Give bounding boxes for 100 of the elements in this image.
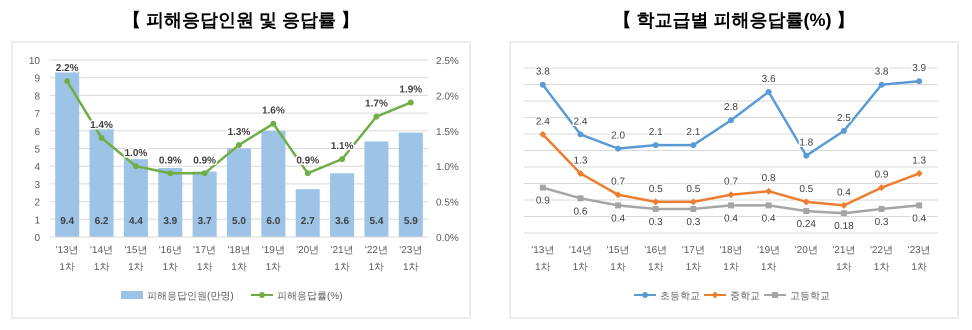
x-tick-label: '17년 1차	[193, 245, 216, 273]
data-label: 3.7	[198, 216, 212, 227]
point	[766, 202, 772, 208]
data-label: 0.9	[536, 196, 550, 207]
legend-label: 고등학교	[790, 291, 830, 302]
x-tick-label: '20년	[296, 245, 320, 256]
point	[765, 188, 772, 195]
y2-tick-label: 0.5%	[436, 198, 459, 209]
point	[202, 170, 208, 176]
x-tick-label: '21년 1차	[330, 245, 354, 273]
data-label: 2.8	[724, 102, 738, 114]
x-tick-label: '14년 1차	[568, 245, 592, 273]
point	[728, 191, 734, 198]
point	[916, 78, 922, 84]
y2-tick-label: 2.0%	[436, 91, 459, 102]
x-tick-label: '19년 1차	[757, 245, 780, 273]
y-tick-label: 7	[34, 109, 40, 120]
data-label: 3.9	[912, 63, 927, 74]
data-label: 0.6	[574, 206, 588, 218]
data-label: 3.6	[762, 74, 776, 85]
data-label: 3.8	[536, 66, 550, 78]
x-tick-label: '23년 1차	[908, 245, 931, 273]
point	[916, 170, 923, 177]
data-label: 0.18	[834, 221, 854, 232]
data-label: 2.0	[611, 130, 626, 142]
data-label: 0.3	[874, 216, 889, 228]
y-tick-label: 8	[34, 91, 40, 102]
data-label: 0.9	[874, 170, 889, 181]
point	[540, 82, 546, 88]
legend-label: 피해응답률(%)	[277, 291, 343, 302]
bar	[192, 172, 217, 237]
data-label: 4.4	[128, 216, 144, 227]
point	[652, 142, 659, 148]
point	[878, 82, 885, 88]
point	[652, 198, 660, 206]
data-label: 2.2%	[56, 63, 79, 74]
x-tick-label: '13년 1차	[56, 245, 79, 273]
y-tick-label: 4	[34, 162, 40, 174]
data-label: 0.4	[724, 213, 738, 224]
point	[540, 184, 546, 191]
data-label: 1.3	[574, 155, 588, 166]
data-label: 0.8	[762, 173, 776, 184]
x-tick-label: '15년 1차	[124, 245, 148, 273]
point	[408, 99, 414, 106]
data-label: 9.4	[60, 216, 75, 227]
point	[766, 88, 772, 95]
bar	[158, 168, 182, 237]
data-label: 6.2	[94, 216, 109, 227]
legend-label: 피해응답인원(만명)	[147, 291, 234, 302]
point	[916, 202, 922, 208]
point	[304, 170, 311, 176]
chart-title: 【 피해응답인원 및 응답률 】	[122, 10, 360, 30]
data-label: 2.1	[648, 127, 664, 138]
point	[614, 191, 622, 198]
point	[64, 78, 70, 84]
data-label: 0.5	[799, 184, 814, 195]
point	[840, 128, 847, 134]
data-label: 2.4	[536, 116, 550, 128]
point	[539, 130, 546, 138]
point	[840, 210, 847, 216]
x-tick-label: '17년 1차	[682, 245, 705, 273]
data-label: 2.1	[686, 127, 701, 138]
data-label: 0.9%	[193, 155, 216, 166]
bar	[398, 132, 423, 237]
y2-tick-label: 1.5%	[436, 126, 459, 138]
legend-label: 초등학교	[660, 291, 700, 302]
point	[236, 142, 242, 148]
data-label: 1.7%	[365, 98, 388, 110]
data-label: 2.4	[574, 116, 588, 128]
y-tick-label: 5	[34, 144, 40, 156]
data-label: 1.9%	[399, 84, 422, 96]
point	[690, 142, 696, 148]
data-label: 0.4	[836, 187, 852, 198]
x-tick-label: '21년 1차	[832, 245, 856, 273]
data-label: 0.7	[611, 176, 626, 188]
data-label: 1.8	[799, 138, 814, 149]
point	[690, 198, 697, 206]
data-label: 0.3	[648, 216, 664, 228]
bar	[124, 159, 148, 237]
y-tick-label: 10	[28, 56, 40, 67]
point	[728, 117, 734, 124]
bar	[330, 173, 354, 237]
point	[576, 170, 584, 177]
data-label: 3.6	[335, 216, 350, 227]
data-label: 0.4	[611, 213, 626, 224]
x-tick-label: '16년 1차	[644, 245, 668, 273]
point	[615, 146, 622, 152]
data-label: 1.3	[912, 155, 927, 166]
data-label: 0.4	[762, 213, 776, 224]
data-label: 3.8	[874, 66, 889, 78]
point	[270, 120, 276, 127]
data-label: 0.24	[796, 219, 816, 230]
bar	[90, 127, 114, 237]
point	[339, 156, 346, 162]
data-label: 3.9	[163, 216, 178, 227]
y-tick-label: 3	[34, 180, 40, 191]
point	[652, 206, 659, 212]
point	[132, 163, 139, 170]
bar	[296, 189, 320, 237]
x-tick-label: '20년	[794, 245, 818, 256]
